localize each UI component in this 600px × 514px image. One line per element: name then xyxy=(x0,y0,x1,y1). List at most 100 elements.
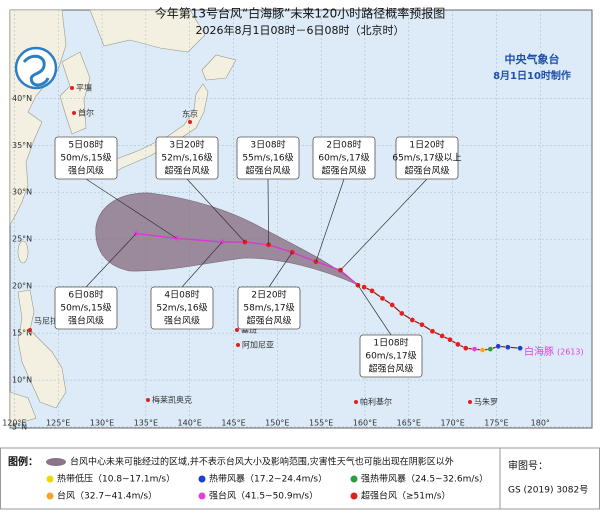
callout-leader xyxy=(357,285,392,336)
callout-box xyxy=(54,286,118,330)
callout-time: 1日08时 xyxy=(373,337,408,349)
philippines xyxy=(17,289,67,409)
legend-swatch xyxy=(350,475,358,483)
place-label: 塞班 xyxy=(241,325,257,335)
place-label: 梅莱凯奥克 xyxy=(152,395,192,405)
lon-label: 170°E xyxy=(440,419,464,428)
past-point xyxy=(379,295,386,302)
place-dot xyxy=(354,400,358,404)
place-label: 帕利基尔 xyxy=(360,397,392,407)
logo-ring xyxy=(14,46,58,90)
callout-wind: 65m/s,17级以上 xyxy=(392,152,461,164)
lon-label: 180° xyxy=(531,419,550,428)
past-point xyxy=(505,344,511,351)
legend-swatch xyxy=(350,492,358,500)
callout-wind: 50m/s,15级 xyxy=(60,302,111,314)
lon-label: 165°E xyxy=(397,419,421,428)
past-point xyxy=(517,345,523,351)
typhoon-code: (2613) xyxy=(557,348,584,357)
russia xyxy=(89,9,206,53)
place-dot xyxy=(468,400,472,404)
legend-cone-swatch xyxy=(46,458,66,466)
legend-swatch xyxy=(46,492,54,500)
place-dot xyxy=(235,328,239,332)
hokkaido xyxy=(201,54,237,81)
callout-level: 超强台风级 xyxy=(321,165,366,177)
typhoon-name: 白海豚 xyxy=(524,345,554,358)
callout-level: 强台风级 xyxy=(68,165,104,177)
past-point xyxy=(439,333,445,339)
place-label: 马朱罗 xyxy=(474,397,498,407)
callout-time: 5日08时 xyxy=(68,139,103,151)
callout-wind: 58m/s,17级 xyxy=(243,302,294,314)
callout-leader xyxy=(186,178,246,243)
callout-wind: 55m/s,16级 xyxy=(242,152,293,164)
legend-label: 热带低压（10.8~17.1m/s） xyxy=(57,473,175,485)
place-label: 阿加尼亚 xyxy=(242,340,274,350)
callout-level: 超强台风级 xyxy=(245,165,290,177)
past-point xyxy=(495,343,502,350)
lon-label: 145°E xyxy=(221,419,245,428)
callout-level: 强台风级 xyxy=(164,315,200,327)
past-point xyxy=(369,288,375,294)
callout-level: 超强台风级 xyxy=(164,165,209,177)
callout-time: 3日20时 xyxy=(169,139,204,151)
callout-level: 超强台风级 xyxy=(246,315,291,327)
legend-label: 强热带风暴（24.5~32.6m/s） xyxy=(361,473,488,485)
past-point xyxy=(389,302,395,308)
forecast-point xyxy=(266,242,271,248)
callout-box xyxy=(54,136,118,180)
lon-label: 135°E xyxy=(134,419,158,428)
callout-box xyxy=(155,136,219,180)
agency: 中央气象台 xyxy=(505,52,560,66)
callout-box xyxy=(359,334,423,378)
callout-level: 超强台风级 xyxy=(404,165,449,177)
borneo xyxy=(9,391,37,427)
callout-level: 强台风级 xyxy=(68,315,104,327)
legend-swatch xyxy=(198,475,206,483)
callout-wind: 60m/s,17级 xyxy=(318,152,369,164)
place-dot xyxy=(28,328,32,332)
legend-heading: 图例： xyxy=(8,455,38,468)
map-subtitle: 2026年8月1日08时－6日08时（北京时） xyxy=(196,23,405,37)
past-point xyxy=(471,346,478,352)
lat-label: 40°N xyxy=(12,94,32,103)
lon-label: 160°E xyxy=(353,419,377,428)
callout-leader xyxy=(267,178,269,245)
past-point xyxy=(429,328,436,335)
past-point xyxy=(455,341,461,348)
callout-box xyxy=(312,136,376,180)
logo-swirl xyxy=(22,54,50,87)
review-label: 审图号： xyxy=(508,459,548,472)
callout-leader xyxy=(315,178,345,262)
issued-time: 8月1日10时制作 xyxy=(493,69,571,82)
legend-label: 超强台风（≥51m/s） xyxy=(361,490,450,502)
legend-label: 强台风（41.5~50.9m/s） xyxy=(209,490,318,502)
callout-level: 超强台风级 xyxy=(368,363,413,375)
callout-box xyxy=(395,136,459,180)
callout-box xyxy=(150,286,214,330)
lat-label: 30°N xyxy=(12,188,32,197)
place-dot xyxy=(188,120,192,124)
taiwan xyxy=(17,240,29,264)
lat-label: 20°N xyxy=(12,282,32,291)
place-dot xyxy=(236,343,240,347)
callout-time: 4日08时 xyxy=(164,289,199,301)
legend-swatch xyxy=(46,475,54,483)
place-dot xyxy=(72,111,76,115)
place-label: 马尼拉 xyxy=(34,316,58,326)
callout-wind: 50m/s,15级 xyxy=(60,152,111,164)
lon-label: 140°E xyxy=(178,419,202,428)
lon-label: 150°E xyxy=(265,419,289,428)
past-point xyxy=(398,310,405,317)
lon-label: 130°E xyxy=(90,419,114,428)
probability-cone xyxy=(95,192,359,286)
callout-time: 3日08时 xyxy=(250,139,285,151)
lat-label: 35°N xyxy=(12,141,32,150)
callouts: 1日08时60m/s,17级超强台风级1日20时65m/s,17级以上超强台风级… xyxy=(54,136,462,378)
callout-wind: 60m/s,17级 xyxy=(365,350,416,362)
legend-items: 热带低压（10.8~17.1m/s） 热带风暴（17.2~24.4m/s） 强热带风… xyxy=(46,473,488,502)
lon-label: 125°E xyxy=(46,419,70,428)
callout-time: 2日20时 xyxy=(251,289,286,301)
